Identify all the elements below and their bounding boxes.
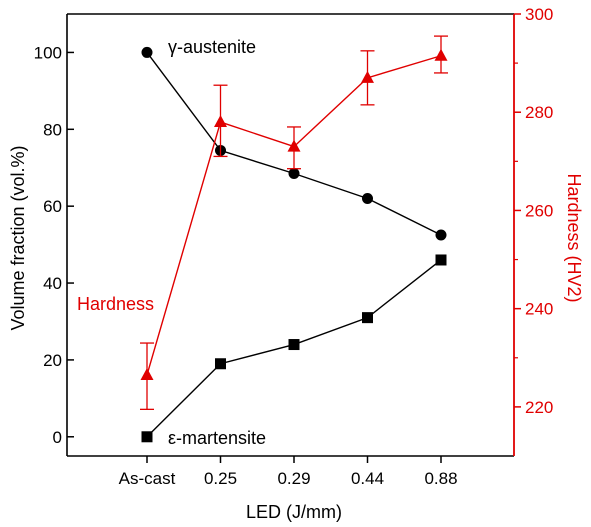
series-layer bbox=[140, 35, 448, 443]
martensite-point bbox=[141, 431, 153, 443]
austenite-point bbox=[288, 168, 300, 180]
hardness-line bbox=[146, 55, 442, 376]
austenite-point bbox=[141, 46, 153, 58]
hardness-point bbox=[361, 70, 374, 83]
right-tick-label: 240 bbox=[525, 300, 553, 319]
left-tick-label: 80 bbox=[43, 120, 62, 139]
x-tick-label: As-cast bbox=[119, 469, 176, 488]
y-axis-title: Volume fraction (vol.%) bbox=[8, 145, 28, 330]
austenite-point bbox=[435, 229, 447, 241]
hardness-series bbox=[140, 35, 448, 410]
martensite-point bbox=[288, 339, 300, 351]
martensite-point bbox=[435, 254, 447, 266]
martensite-series-label: ε-martensite bbox=[168, 428, 266, 448]
hardness-point bbox=[140, 367, 154, 380]
right-tick-label: 220 bbox=[525, 398, 553, 417]
left-axis-ticks: 0 20 40 60 80 100 bbox=[34, 43, 74, 447]
hardness-point bbox=[214, 115, 227, 128]
left-tick-label: 0 bbox=[53, 428, 62, 447]
left-tick-label: 60 bbox=[43, 197, 62, 216]
plot-frame bbox=[66, 13, 515, 457]
hardness-point bbox=[287, 139, 301, 152]
left-tick-label: 100 bbox=[34, 43, 62, 62]
x-tick-label: 0.44 bbox=[351, 469, 384, 488]
x-axis-ticks: As-cast 0.25 0.29 0.44 0.88 bbox=[119, 456, 458, 488]
austenite-series bbox=[141, 46, 447, 241]
left-tick-label: 20 bbox=[43, 351, 62, 370]
x-tick-label: 0.25 bbox=[204, 469, 237, 488]
right-tick-label: 300 bbox=[525, 5, 553, 24]
martensite-point bbox=[362, 312, 373, 324]
right-tick-label: 280 bbox=[525, 103, 553, 122]
hardness-series-label: Hardness bbox=[77, 294, 154, 314]
right-tick-label: 260 bbox=[525, 201, 553, 220]
right-axis-ticks: 220 240 260 280 300 bbox=[514, 5, 553, 417]
hardness-point bbox=[434, 48, 448, 61]
x-tick-label: 0.29 bbox=[277, 469, 310, 488]
x-axis-title: LED (J/mm) bbox=[246, 502, 342, 522]
martensite-point bbox=[215, 358, 226, 370]
austenite-series-label: γ-austenite bbox=[168, 37, 256, 57]
left-tick-label: 40 bbox=[43, 274, 62, 293]
austenite-point bbox=[362, 192, 373, 204]
martensite-series bbox=[141, 254, 447, 443]
y2-axis-title: Hardness (HV2) bbox=[564, 173, 584, 302]
x-tick-label: 0.88 bbox=[424, 469, 457, 488]
